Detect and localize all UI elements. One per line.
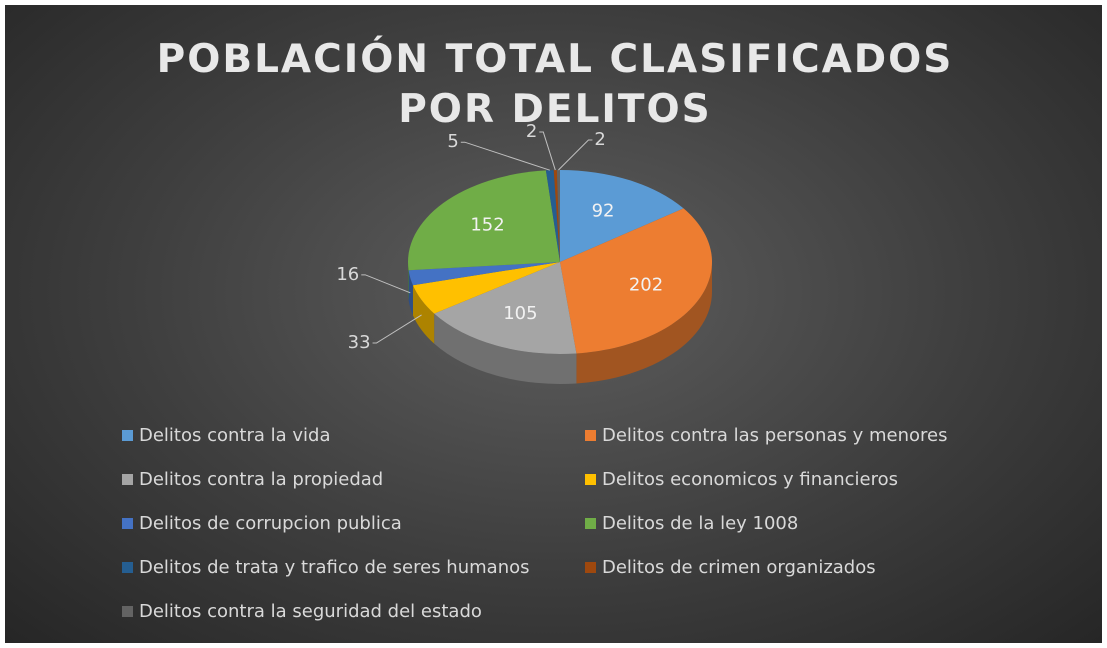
- legend-swatch: [585, 562, 596, 573]
- slice: [434, 262, 577, 354]
- pie-area: 92 202 105 33 16 152 5 2 2: [336, 121, 712, 384]
- legend-label: Delitos economicos y financieros: [602, 469, 898, 490]
- legend-label: Delitos de la ley 1008: [602, 513, 799, 534]
- data-label: 5: [447, 131, 458, 152]
- slice: [545, 170, 560, 262]
- legend-label: Delitos de trata y trafico de seres huma…: [139, 557, 530, 578]
- data-label: 92: [592, 200, 615, 221]
- slice: [556, 170, 560, 262]
- leader-line: [372, 314, 422, 344]
- legend-item: Delitos contra la vida: [122, 425, 331, 446]
- legend-item: Delitos contra la seguridad del estado: [122, 601, 482, 622]
- data-label: 152: [470, 215, 504, 236]
- slice: [560, 208, 712, 354]
- legend-label: Delitos contra la vida: [139, 425, 331, 446]
- legend-swatch: [585, 430, 596, 441]
- slice: [408, 262, 560, 286]
- chart-title: POBLACIÓN TOTAL CLASIFICADOS POR DELITOS: [156, 37, 954, 132]
- legend-label: Delitos de crimen organizados: [602, 557, 876, 578]
- data-label: 2: [526, 121, 537, 142]
- legend-swatch: [585, 518, 596, 529]
- data-label: 105: [503, 303, 537, 324]
- legend-label: Delitos de corrupcion publica: [139, 513, 402, 534]
- legend-item: Delitos de trata y trafico de seres huma…: [122, 557, 530, 578]
- leader-line: [539, 131, 556, 171]
- legend-swatch: [122, 606, 133, 617]
- data-label: 2: [594, 129, 605, 150]
- legend-label: Delitos contra las personas y menores: [602, 425, 948, 446]
- slice-side: [408, 270, 413, 316]
- legend-swatch: [122, 562, 133, 573]
- legend-item: Delitos economicos y financieros: [585, 469, 898, 490]
- legend-swatch: [122, 474, 133, 485]
- legend-item: Delitos contra la propiedad: [122, 469, 383, 490]
- legend-item: Delitos contra las personas y menores: [585, 425, 947, 446]
- slice: [408, 170, 560, 271]
- slice-side: [576, 262, 712, 384]
- data-label: 33: [348, 332, 371, 353]
- legend-swatch: [122, 518, 133, 529]
- slice-side: [408, 262, 409, 301]
- chart: POBLACIÓN TOTAL CLASIFICADOS POR DELITOS…: [5, 5, 1102, 643]
- data-label: 16: [336, 264, 359, 285]
- legend-swatch: [585, 474, 596, 485]
- leader-line: [361, 274, 411, 294]
- legend-item: Delitos de corrupcion publica: [122, 513, 402, 534]
- legend-label: Delitos contra la propiedad: [139, 469, 384, 490]
- slice: [412, 262, 560, 314]
- legend-swatch: [122, 430, 133, 441]
- slice: [553, 170, 560, 262]
- leader-line: [558, 139, 593, 171]
- data-label: 202: [629, 274, 663, 295]
- legend-label: Delitos contra la seguridad del estado: [139, 601, 482, 622]
- slice: [560, 170, 684, 262]
- slice-side: [434, 313, 577, 384]
- legend-item: Delitos de crimen organizados: [585, 557, 876, 578]
- legend-item: Delitos de la ley 1008: [585, 513, 798, 534]
- leader-line: [460, 141, 550, 171]
- slice-side: [412, 285, 435, 344]
